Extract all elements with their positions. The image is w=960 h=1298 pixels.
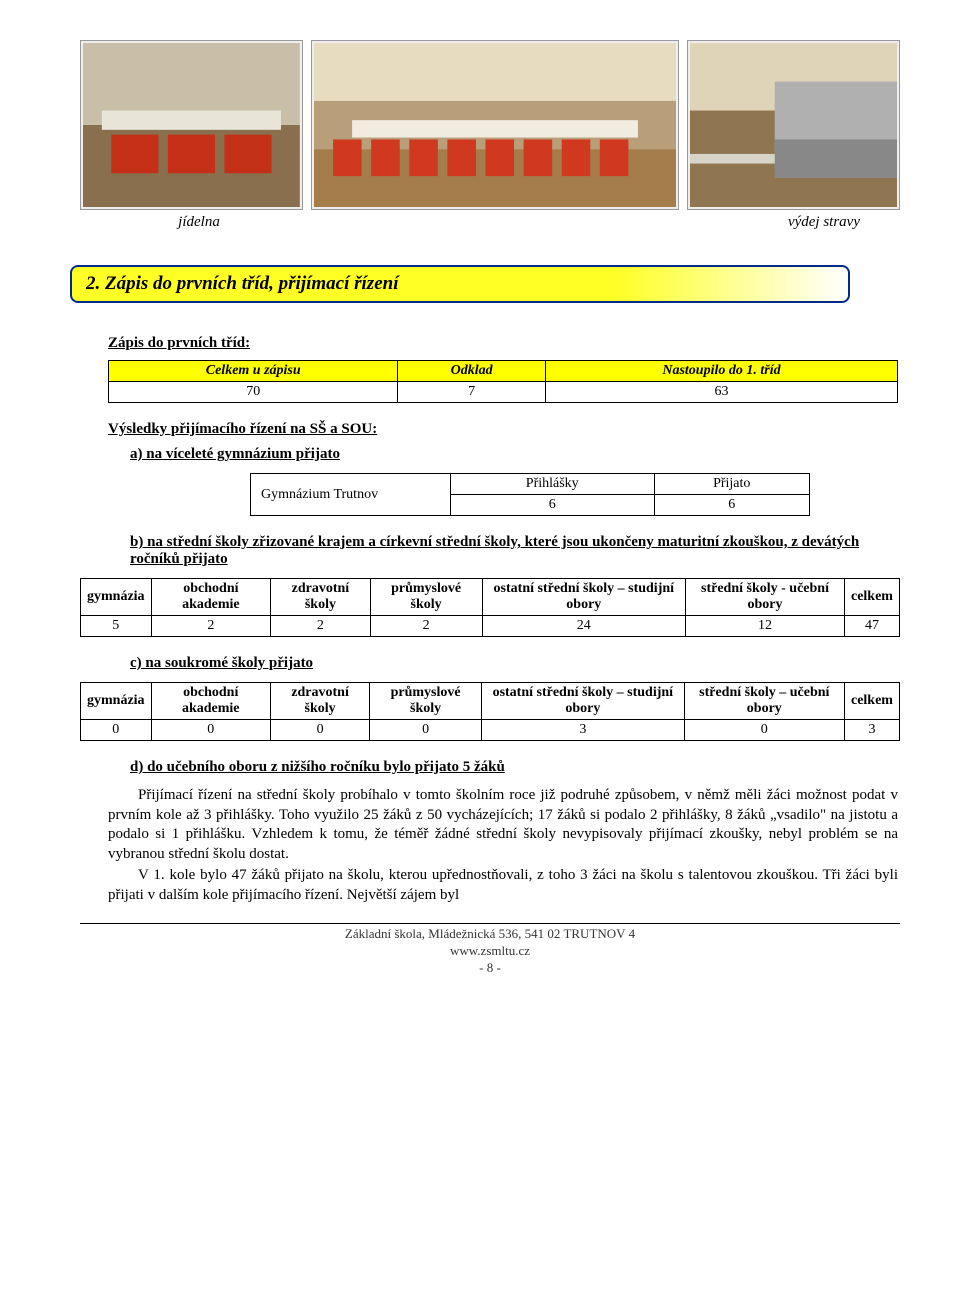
caption-vydej: výdej stravy (318, 214, 900, 231)
zapis-col-2: Nastoupilo do 1. tříd (545, 361, 897, 382)
tc-val-5: 0 (684, 720, 844, 741)
footer-line-1: Základní škola, Mládežnická 536, 541 02 … (80, 926, 900, 943)
tc-val-3: 0 (370, 720, 482, 741)
tc-val-6: 3 (844, 720, 899, 741)
tb-col-3: průmyslové školy (370, 579, 482, 616)
item-a-text: a) na víceleté gymnázium přijato (130, 446, 340, 462)
tb-col-5: střední školy - učební obory (686, 579, 845, 616)
gym-val-1: 6 (654, 495, 810, 516)
item-d: d) do učebního oboru z nižšího ročníku b… (130, 759, 900, 776)
item-a: a) na víceleté gymnázium přijato (130, 446, 900, 463)
tc-col-2: zdravotní školy (270, 683, 369, 720)
item-b: b) na střední školy zřizované krajem a c… (130, 534, 900, 568)
zapis-col-0: Celkem u zápisu (109, 361, 398, 382)
zapis-heading: Zápis do prvních tříd: (108, 335, 900, 352)
zapis-col-1: Odklad (398, 361, 546, 382)
caption-jidelna: jídelna (80, 214, 318, 231)
photo-vydej (687, 40, 900, 210)
tc-col-0: gymnázia (81, 683, 152, 720)
tb-col-0: gymnázia (81, 579, 152, 616)
item-b-text: b) na střední školy zřizované krajem a c… (130, 534, 859, 567)
section-heading: 2. Zápis do prvních tříd, přijímací říze… (70, 265, 850, 303)
zapis-val-2: 63 (545, 382, 897, 403)
tc-col-3: průmyslové školy (370, 683, 482, 720)
gym-col-0: Přihlášky (451, 474, 655, 495)
table-c: gymnázia obchodní akademie zdravotní ško… (80, 682, 900, 741)
body-p2: V 1. kole bylo 47 žáků přijato na školu,… (108, 866, 898, 905)
tb-val-2: 2 (271, 616, 370, 637)
tb-col-1: obchodní akademie (151, 579, 271, 616)
tb-val-1: 2 (151, 616, 271, 637)
zapis-val-0: 70 (109, 382, 398, 403)
tc-col-6: celkem (844, 683, 899, 720)
tb-col-4: ostatní střední školy – studijní obory (482, 579, 685, 616)
body-p1: Přijímací řízení na střední školy probíh… (108, 786, 898, 864)
tb-val-3: 2 (370, 616, 482, 637)
tc-col-5: střední školy – učební obory (684, 683, 844, 720)
tb-val-0: 5 (81, 616, 152, 637)
tb-col-2: zdravotní školy (271, 579, 370, 616)
footer-line-3: - 8 - (80, 960, 900, 977)
tb-col-6: celkem (844, 579, 899, 616)
item-c: c) na soukromé školy přijato (130, 655, 900, 672)
tb-val-4: 24 (482, 616, 685, 637)
photo-captions: jídelna výdej stravy (80, 214, 900, 231)
tc-val-1: 0 (151, 720, 270, 741)
gym-col-1: Přijato (654, 474, 810, 495)
vysledky-heading: Výsledky přijímacího řízení na SŠ a SOU: (108, 421, 900, 438)
item-c-text: c) na soukromé školy přijato (130, 655, 313, 671)
tc-col-1: obchodní akademie (151, 683, 270, 720)
zapis-table: Celkem u zápisu Odklad Nastoupilo do 1. … (108, 360, 898, 403)
page-footer: Základní škola, Mládežnická 536, 541 02 … (80, 923, 900, 977)
footer-line-2: www.zsmltu.cz (80, 943, 900, 960)
gym-val-0: 6 (451, 495, 655, 516)
zapis-val-1: 7 (398, 382, 546, 403)
gym-label: Gymnázium Trutnov (251, 474, 451, 516)
tb-val-6: 47 (844, 616, 899, 637)
gym-table: Gymnázium Trutnov Přihlášky Přijato 6 6 (250, 473, 810, 516)
table-b: gymnázia obchodní akademie zdravotní ško… (80, 578, 900, 637)
tc-val-0: 0 (81, 720, 152, 741)
tc-col-4: ostatní střední školy – studijní obory (481, 683, 684, 720)
photo-row (80, 40, 900, 210)
tb-val-5: 12 (686, 616, 845, 637)
item-d-text: d) do učebního oboru z nižšího ročníku b… (130, 759, 505, 775)
photo-jidelna-1 (80, 40, 303, 210)
body-text: Přijímací řízení na střední školy probíh… (108, 786, 898, 905)
photo-jidelna-2 (311, 40, 679, 210)
tc-val-4: 3 (481, 720, 684, 741)
tc-val-2: 0 (270, 720, 369, 741)
